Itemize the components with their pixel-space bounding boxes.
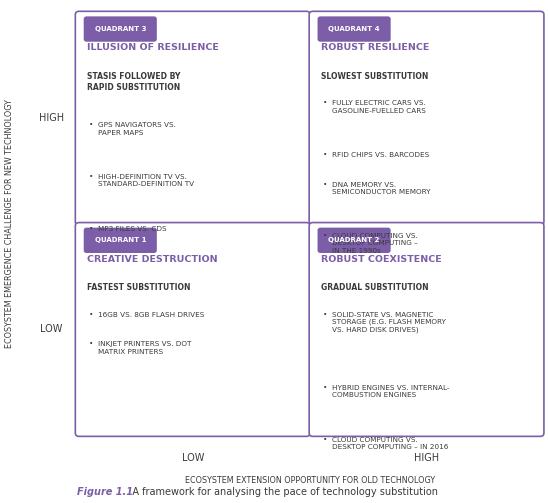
Text: •: • [89, 342, 94, 347]
Text: LOW: LOW [182, 453, 204, 463]
Text: HYBRID ENGINES VS. INTERNAL-
COMBUSTION ENGINES: HYBRID ENGINES VS. INTERNAL- COMBUSTION … [332, 385, 449, 398]
Text: QUADRANT 1: QUADRANT 1 [94, 237, 146, 243]
Text: CLOUD COMPUTING VS.
DESKTOP COMPUTING – IN 2016: CLOUD COMPUTING VS. DESKTOP COMPUTING – … [332, 437, 448, 450]
Text: •: • [89, 312, 94, 318]
Text: HIGH: HIGH [414, 453, 438, 463]
Text: SLOWEST SUBSTITUTION: SLOWEST SUBSTITUTION [321, 72, 429, 81]
Text: ILLUSION OF RESILIENCE: ILLUSION OF RESILIENCE [88, 43, 219, 52]
Text: A framework for analysing the pace of technology substitution: A framework for analysing the pace of te… [123, 487, 438, 497]
Text: •: • [89, 174, 94, 180]
Text: QUADRANT 2: QUADRANT 2 [328, 237, 380, 243]
Text: CLOUD COMPUTING VS.
DESKTOP COMPUTING –
IN THE 1990s: CLOUD COMPUTING VS. DESKTOP COMPUTING – … [332, 233, 417, 254]
Text: DNA MEMORY VS.
SEMICONDUCTOR MEMORY: DNA MEMORY VS. SEMICONDUCTOR MEMORY [332, 182, 430, 195]
Text: ROBUST COEXISTENCE: ROBUST COEXISTENCE [321, 255, 442, 264]
Text: MP3 FILES VS. CDS: MP3 FILES VS. CDS [98, 225, 166, 231]
Text: 16GB VS. 8GB FLASH DRIVES: 16GB VS. 8GB FLASH DRIVES [98, 312, 204, 318]
Text: STASIS FOLLOWED BY
RAPID SUBSTITUTION: STASIS FOLLOWED BY RAPID SUBSTITUTION [88, 72, 181, 92]
Text: HIGH: HIGH [38, 113, 64, 123]
Text: ECOSYSTEM EXTENSION OPPORTUNITY FOR OLD TECHNOLOGY: ECOSYSTEM EXTENSION OPPORTUNITY FOR OLD … [185, 476, 435, 485]
Text: LOW: LOW [40, 324, 62, 334]
Text: •: • [323, 233, 328, 239]
Text: ROBUST RESILIENCE: ROBUST RESILIENCE [321, 43, 430, 52]
FancyBboxPatch shape [317, 17, 391, 42]
Text: SOLID-STATE VS. MAGNETIC
STORAGE (E.G. FLASH MEMORY
VS. HARD DISK DRIVES): SOLID-STATE VS. MAGNETIC STORAGE (E.G. F… [332, 312, 446, 333]
Text: RFID CHIPS VS. BARCODES: RFID CHIPS VS. BARCODES [332, 152, 429, 158]
Text: •: • [323, 437, 328, 443]
FancyBboxPatch shape [84, 228, 157, 253]
Text: •: • [89, 225, 94, 231]
Text: •: • [323, 152, 328, 158]
FancyBboxPatch shape [75, 222, 310, 437]
FancyBboxPatch shape [309, 11, 544, 225]
Text: •: • [323, 182, 328, 188]
Text: QUADRANT 3: QUADRANT 3 [94, 26, 146, 32]
FancyBboxPatch shape [75, 11, 310, 225]
Text: •: • [323, 101, 328, 107]
Text: GPS NAVIGATORS VS.
PAPER MAPS: GPS NAVIGATORS VS. PAPER MAPS [98, 122, 175, 136]
FancyBboxPatch shape [84, 17, 157, 42]
Text: INKJET PRINTERS VS. DOT
MATRIX PRINTERS: INKJET PRINTERS VS. DOT MATRIX PRINTERS [98, 342, 191, 355]
Text: •: • [89, 122, 94, 128]
FancyBboxPatch shape [317, 228, 391, 253]
Text: Figure 1.1: Figure 1.1 [77, 487, 133, 497]
Text: HIGH-DEFINITION TV VS.
STANDARD-DEFINITION TV: HIGH-DEFINITION TV VS. STANDARD-DEFINITI… [98, 174, 194, 187]
Text: CREATIVE DESTRUCTION: CREATIVE DESTRUCTION [88, 255, 218, 264]
Text: QUADRANT 4: QUADRANT 4 [328, 26, 380, 32]
Text: •: • [323, 385, 328, 391]
FancyBboxPatch shape [309, 222, 544, 437]
Text: •: • [323, 312, 328, 318]
Text: GRADUAL SUBSTITUTION: GRADUAL SUBSTITUTION [321, 283, 429, 292]
Text: FULLY ELECTRIC CARS VS.
GASOLINE-FUELLED CARS: FULLY ELECTRIC CARS VS. GASOLINE-FUELLED… [332, 101, 425, 114]
Text: ECOSYSTEM EMERGENCE CHALLENGE FOR NEW TECHNOLOGY: ECOSYSTEM EMERGENCE CHALLENGE FOR NEW TE… [5, 100, 14, 348]
Text: FASTEST SUBSTITUTION: FASTEST SUBSTITUTION [88, 283, 191, 292]
